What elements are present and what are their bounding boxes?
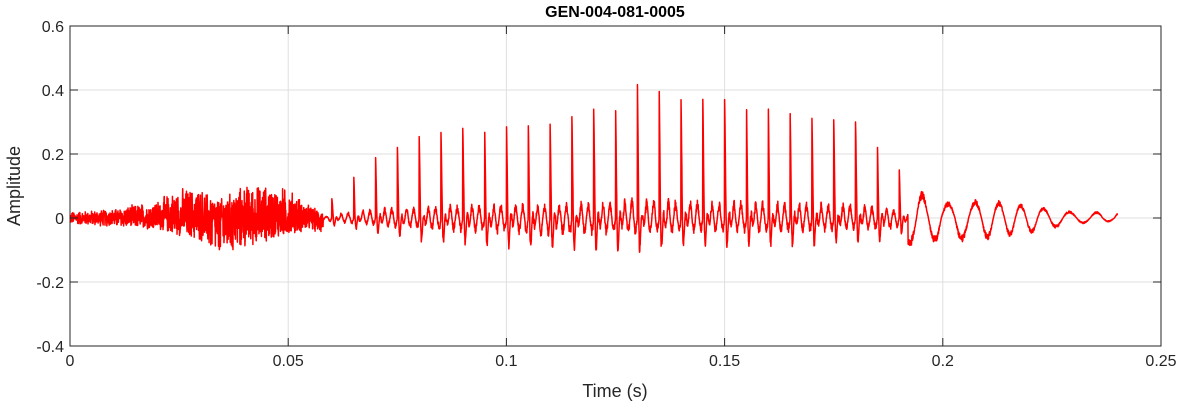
- y-tick-label: -0.2: [36, 275, 64, 292]
- plot-data: [69, 83, 1119, 253]
- x-tick-label: 0.25: [1145, 353, 1176, 370]
- x-tick-label: 0.15: [709, 353, 740, 370]
- y-tick-labels: -0.4 -0.2 0 0.2 0.4 0.6: [36, 19, 64, 356]
- y-tick-label: 0.6: [42, 19, 64, 36]
- plot-frame: [69, 25, 1162, 347]
- x-tick-label: 0.2: [932, 353, 954, 370]
- x-tick-label: 0.05: [273, 353, 304, 370]
- y-tick-label: -0.4: [36, 339, 64, 356]
- chart-title: GEN-004-081-0005: [545, 4, 685, 21]
- x-tick-label: 0.1: [495, 353, 517, 370]
- x-tick-label: 0: [66, 353, 75, 370]
- axis-ticks: [69, 25, 1162, 347]
- x-tick-labels: 0 0.05 0.1 0.15 0.2 0.25: [66, 353, 1177, 370]
- y-axis-label: Amplitude: [4, 146, 24, 226]
- y-tick-label: 0.4: [42, 83, 64, 100]
- y-tick-label: 0: [55, 211, 64, 228]
- waveform-line: [69, 83, 1119, 253]
- y-tick-label: 0.2: [42, 147, 64, 164]
- x-axis-label: Time (s): [582, 381, 647, 401]
